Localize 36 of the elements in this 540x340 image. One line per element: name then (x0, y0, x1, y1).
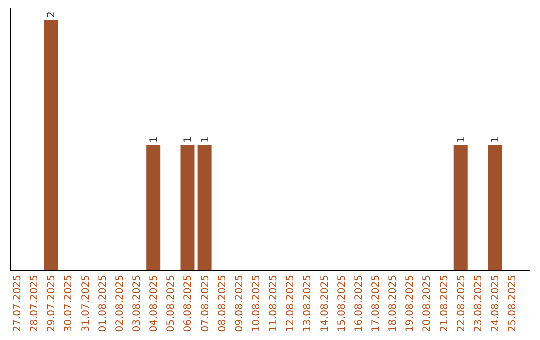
data-label: 1 (149, 136, 160, 143)
x-tick-label: 05.08.2025 (166, 275, 178, 332)
x-tick-label: 20.08.2025 (422, 275, 434, 332)
x-tick-label: 29.07.2025 (46, 275, 58, 332)
data-label: 1 (490, 136, 502, 143)
x-tick-label: 01.08.2025 (98, 275, 109, 332)
x-tick-label: 17.08.2025 (371, 275, 382, 332)
data-label: 2 (46, 12, 58, 18)
data-label: 1 (183, 136, 194, 143)
x-tick-label: 12.08.2025 (286, 275, 297, 332)
data-label: 1 (456, 136, 468, 143)
x-tick-label: 28.07.2025 (30, 275, 41, 332)
x-tick-label: 03.08.2025 (132, 275, 144, 332)
x-tick-label: 11.08.2025 (268, 275, 280, 332)
x-tick-label: 23.08.2025 (473, 275, 484, 332)
x-tick-label: 18.08.2025 (388, 275, 400, 332)
x-tick-label: 15.08.2025 (336, 275, 348, 332)
x-tick-label: 07.08.2025 (200, 275, 212, 332)
x-tick-label: 30.07.2025 (64, 275, 75, 332)
x-tick-label: 08.08.2025 (217, 275, 228, 332)
x-tick-label: 31.07.2025 (80, 275, 92, 332)
data-label: 1 (200, 136, 212, 143)
x-tick-label: 27.07.2025 (12, 275, 24, 332)
x-tick-label: 25.08.2025 (508, 275, 519, 332)
x-tick-label: 22.08.2025 (456, 275, 468, 332)
x-tick-label: 16.08.2025 (354, 275, 365, 332)
x-tick-label: 04.08.2025 (149, 275, 160, 332)
x-tick-label: 24.08.2025 (490, 275, 502, 332)
x-tick-label: 13.08.2025 (302, 275, 314, 332)
x-tick-label: 09.08.2025 (234, 275, 246, 332)
x-tick-label: 19.08.2025 (405, 275, 416, 332)
x-tick-label: 06.08.2025 (183, 275, 194, 332)
x-tick-label: 02.08.2025 (114, 275, 126, 332)
x-tick-label: 10.08.2025 (252, 275, 263, 332)
x-tick-label: 21.08.2025 (439, 275, 450, 332)
x-tick-label: 14.08.2025 (320, 275, 331, 332)
